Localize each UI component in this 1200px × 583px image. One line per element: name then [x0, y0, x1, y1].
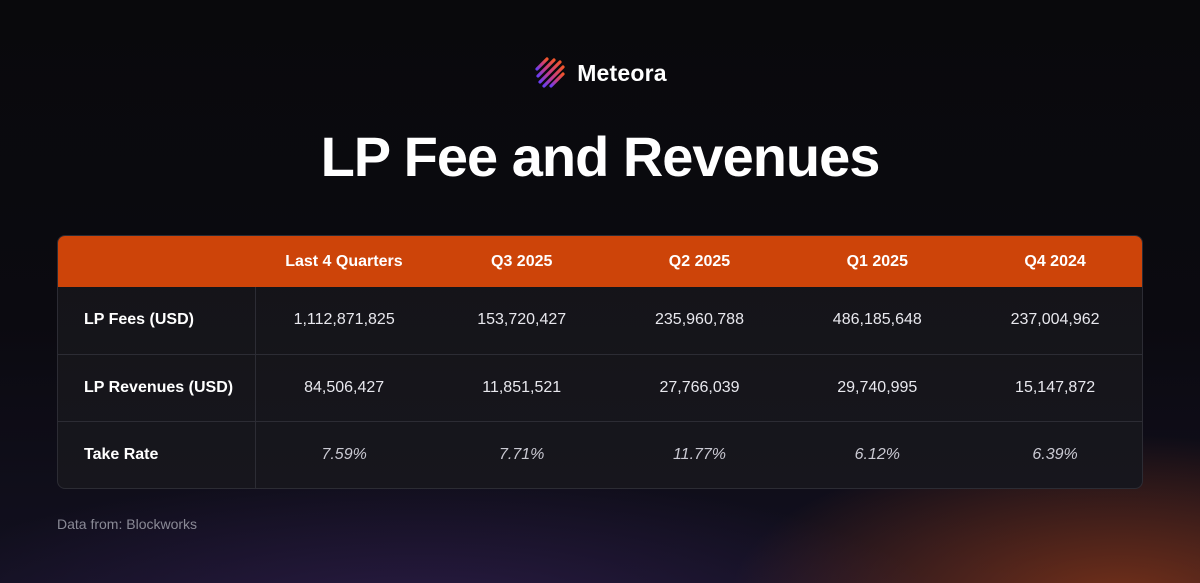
column-header-q1-2025: Q1 2025: [846, 252, 908, 270]
brand-name: Meteora: [577, 59, 667, 86]
column-header-q4-2024: Q4 2024: [1024, 252, 1086, 270]
table-cell: 15,147,872: [966, 353, 1142, 421]
table-cell: 235,960,788: [655, 311, 744, 329]
table-cell: 27,766,039: [610, 353, 789, 421]
column-header-q3-2025: Q3 2025: [491, 252, 553, 270]
page-title: LP Fee and Revenues: [320, 125, 881, 188]
fee-revenue-table: Last 4 Quarters Q3 2025 Q2 2025 Q1 2025 …: [57, 235, 1143, 489]
table-cell: 7.71%: [432, 420, 611, 488]
table-cell: 1,112,871,825: [293, 311, 395, 329]
table-cell: 486,185,648: [832, 311, 922, 329]
table-cell: 84,506,427: [255, 353, 433, 421]
table-cell: 237,004,962: [1010, 311, 1100, 329]
table-header-row: Last 4 Quarters Q3 2025 Q2 2025 Q1 2025 …: [58, 236, 1142, 287]
column-header-last-4-quarters: Last 4 Quarters: [285, 252, 403, 270]
row-label: Take Rate: [58, 420, 256, 488]
row-label: LP Fees (USD): [58, 287, 256, 354]
table-cell: 7.59%: [255, 420, 433, 488]
table-cell: 11.77%: [610, 420, 789, 488]
table-cell: 29,740,995: [788, 353, 967, 421]
table-row-take-rate: Take Rate 7.59% 7.71% 11.77% 6.12% 6.39%: [58, 420, 1142, 488]
row-label: LP Revenues (USD): [58, 353, 256, 421]
brand: Meteora: [0, 56, 1200, 90]
table-cell: 11,851,521: [432, 353, 611, 421]
table-row-lp-fees: LP Fees (USD) 1,112,871,825 153,720,427 …: [58, 287, 1142, 354]
table-cell: 6.12%: [788, 420, 967, 488]
table-row-lp-revenues: LP Revenues (USD) 84,506,427 11,851,521 …: [58, 353, 1142, 421]
source-note: Data from: Blockworks: [57, 516, 198, 532]
meteora-logo-icon: [535, 57, 565, 88]
table-cell: 6.39%: [966, 420, 1142, 488]
column-header-row-label: [58, 236, 255, 287]
column-header-q2-2025: Q2 2025: [668, 252, 731, 270]
table-cell: 153,720,427: [477, 311, 567, 329]
